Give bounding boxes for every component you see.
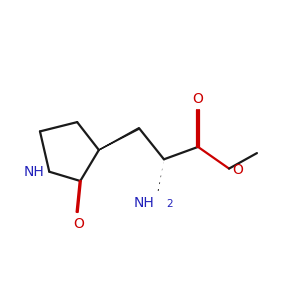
Text: NH: NH (24, 165, 45, 179)
Text: 2: 2 (167, 199, 173, 209)
Text: O: O (193, 92, 203, 106)
Polygon shape (99, 128, 140, 150)
Text: O: O (73, 217, 84, 231)
Text: NH: NH (134, 196, 154, 211)
Text: O: O (232, 163, 243, 177)
